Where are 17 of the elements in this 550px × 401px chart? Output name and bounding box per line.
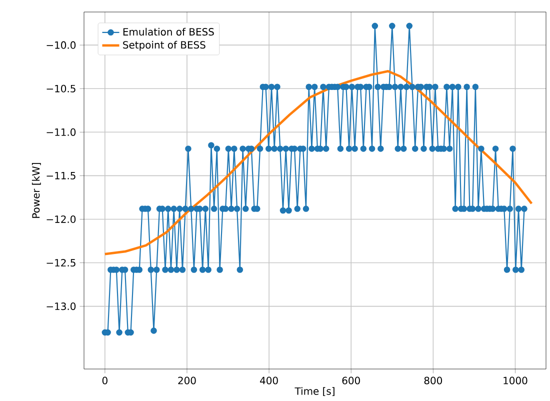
y-tick-label: −12.5	[46, 258, 76, 267]
x-tick-label: 200	[178, 376, 196, 384]
x-tick-label: 400	[260, 376, 278, 384]
x-tick-label: 600	[342, 376, 360, 384]
y-axis-title: Power [kW]	[32, 163, 41, 218]
y-tick-label: −13.0	[46, 302, 76, 310]
legend-label: Emulation of BESS	[123, 28, 214, 36]
y-tick-label: −10.5	[46, 84, 76, 92]
x-tick-label: 1000	[504, 376, 528, 384]
y-tick-label: −11.5	[46, 172, 76, 180]
y-tick-label: −11.0	[46, 128, 76, 136]
y-tick-label: −12.0	[46, 215, 76, 223]
x-axis-title: Time [s]	[294, 387, 334, 396]
y-tick-label: −10.0	[46, 41, 76, 49]
x-tick-label: 0	[102, 376, 108, 384]
legend-label: Setpoint of BESS	[123, 40, 206, 51]
x-tick-label: 800	[424, 376, 442, 384]
